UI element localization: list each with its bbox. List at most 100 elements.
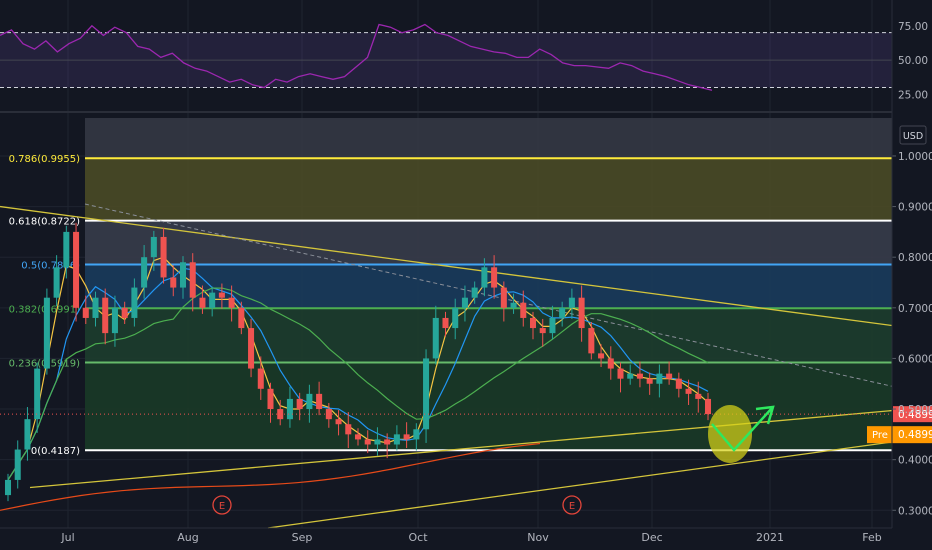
candle-body <box>646 378 653 384</box>
candle-body <box>636 373 643 379</box>
candle-body <box>306 393 313 410</box>
candle-body <box>257 368 264 389</box>
earnings-marker <box>212 495 232 515</box>
candle-body <box>131 287 138 318</box>
candle <box>675 372 682 398</box>
candle-body <box>141 257 148 288</box>
candle <box>102 288 109 345</box>
candle-body <box>500 287 507 308</box>
fib-zone <box>85 118 892 159</box>
candle <box>179 256 187 299</box>
candle-body <box>335 419 342 425</box>
candle-body <box>695 393 702 399</box>
candle-body <box>607 358 614 369</box>
candle-body <box>345 424 352 435</box>
candle <box>491 255 498 299</box>
candle-body <box>170 277 177 288</box>
y-tick-label: 0.3000 <box>898 505 932 517</box>
y-tick-label: 0.7000 <box>898 303 932 315</box>
candle <box>704 392 712 421</box>
candle <box>170 265 177 297</box>
candle-body <box>666 373 673 379</box>
candle <box>559 301 566 327</box>
fib-zone <box>85 158 892 221</box>
fib-level-label: 0.5(0.7856) <box>21 260 80 271</box>
candle <box>189 253 196 312</box>
currency-label: USD <box>903 131 923 142</box>
candle <box>413 423 420 451</box>
candle-body <box>150 236 157 258</box>
candle <box>442 311 449 337</box>
candle <box>141 245 148 299</box>
candle <box>578 285 585 342</box>
candle-body <box>549 317 556 334</box>
indicator-pane <box>0 0 892 108</box>
candle <box>529 311 537 340</box>
candle-body <box>413 429 420 440</box>
candle-body <box>364 439 371 445</box>
candle-body <box>286 398 293 420</box>
candle-body <box>14 449 21 480</box>
candle-body <box>34 368 41 420</box>
y-tick-label: 0.5000 <box>898 404 932 416</box>
fib-zone <box>85 308 892 363</box>
candle-body <box>63 231 70 268</box>
candle-body <box>374 439 381 445</box>
candle <box>14 440 21 489</box>
candle-body <box>354 434 362 440</box>
time-axis[interactable]: Jul Aug Sep Oct Nov Dec 2021 Feb <box>0 527 892 544</box>
candle-body <box>578 297 585 329</box>
candle-body <box>520 302 527 318</box>
fib-retracement: 0.786(0.9955)0.618(0.8722)0.5(0.7856)0.3… <box>9 118 892 457</box>
candle-body <box>529 317 537 329</box>
projection-arrow <box>711 407 773 452</box>
candle <box>607 346 614 380</box>
candle <box>4 473 12 502</box>
candle <box>286 386 293 428</box>
candle <box>568 288 575 319</box>
candle <box>636 361 643 388</box>
candle <box>598 344 605 368</box>
candle-body <box>102 297 109 334</box>
moving-average-long <box>7 287 709 481</box>
earnings-marker-label: E <box>219 501 225 512</box>
candle <box>267 382 274 423</box>
candle <box>257 356 264 400</box>
candle-body <box>704 398 712 415</box>
candle-body <box>627 373 634 379</box>
x-tick-label: 2021 <box>756 531 784 544</box>
candle-body <box>238 307 245 329</box>
x-tick-label: Feb <box>862 531 881 544</box>
x-tick-label: Aug <box>177 531 198 544</box>
candle <box>588 321 595 360</box>
price-axis[interactable]: 1.0000 0.9000 0.8000 0.7000 0.6000 0.5000 0.40… <box>891 0 932 528</box>
earnings-marker <box>562 495 582 515</box>
candle <box>393 425 400 451</box>
candle-body <box>617 368 624 379</box>
candle <box>481 258 488 297</box>
trendline <box>0 205 893 327</box>
x-tick-label: Nov <box>527 531 549 544</box>
candle-body <box>199 297 206 308</box>
currency-box <box>899 125 927 145</box>
candle-body <box>296 398 303 410</box>
moving-average-very-long <box>0 442 541 511</box>
candle-body <box>384 439 391 445</box>
candle-body <box>675 378 682 389</box>
candle-body <box>393 434 400 445</box>
candle <box>423 349 430 443</box>
candle <box>228 285 235 322</box>
candle <box>316 381 323 416</box>
candle <box>131 278 138 327</box>
candle <box>510 293 517 314</box>
fib-level-label: 0.786(0.9955) <box>9 154 81 165</box>
candle <box>121 301 128 325</box>
candle <box>248 318 255 378</box>
candle <box>160 227 167 284</box>
candle <box>432 305 439 365</box>
candle-body <box>121 307 128 318</box>
candle <box>403 422 410 449</box>
candle-body <box>209 292 216 308</box>
candle <box>627 364 634 385</box>
candle-body <box>73 231 80 308</box>
